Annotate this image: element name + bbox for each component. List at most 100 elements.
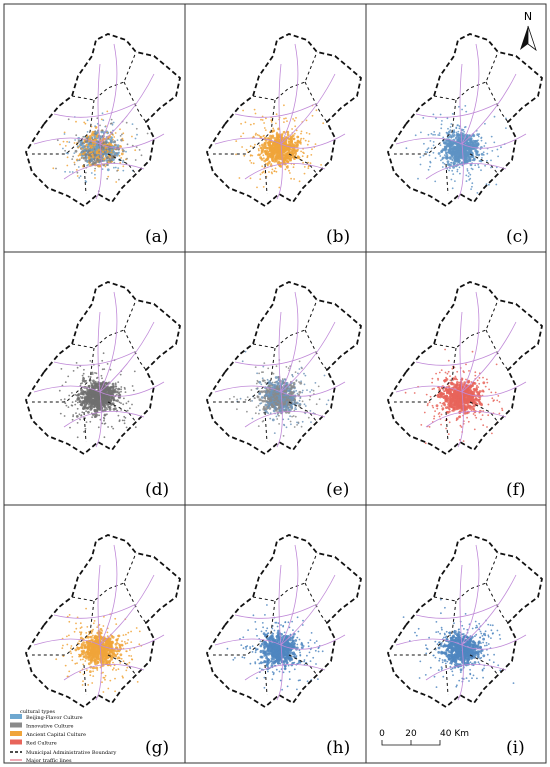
point [102,400,104,402]
point [83,397,86,400]
point [78,640,81,642]
point [292,152,295,155]
point [449,129,452,131]
point [102,141,105,144]
point [108,661,111,664]
point [146,132,149,135]
point [446,401,449,403]
point [86,160,88,163]
point [287,138,290,141]
point [128,661,131,664]
point [469,151,472,154]
point [314,143,317,146]
point [82,372,85,375]
point [92,138,94,141]
point [89,674,92,677]
point [96,117,99,120]
point [95,649,98,652]
point [296,424,298,426]
point [291,398,294,401]
point [106,662,108,664]
point [471,159,474,162]
point [300,130,303,133]
point [120,390,122,393]
point [484,122,486,125]
point [266,163,269,166]
point [256,395,259,398]
point [76,175,79,177]
point [467,399,470,401]
point [450,394,453,397]
point [454,180,456,183]
point [431,404,434,407]
point [260,118,262,121]
point [307,167,310,170]
point [133,370,136,373]
point [271,418,275,422]
point [112,141,115,144]
point [458,416,460,418]
point [71,656,74,658]
point [235,140,238,143]
point [471,185,473,188]
boundary [206,281,362,455]
point [467,394,470,397]
point [286,157,288,160]
point [450,164,453,166]
point [325,403,328,406]
point [441,402,444,405]
point [91,162,95,165]
point [302,137,305,140]
point [289,420,292,423]
point [84,151,86,154]
point [129,407,131,410]
point [269,397,272,400]
point [461,161,463,164]
point [76,646,79,648]
point [107,175,110,178]
point [254,366,257,368]
point [62,147,64,150]
point [111,149,113,152]
point [298,368,301,370]
point [457,136,460,139]
point [109,138,111,141]
point [271,160,274,163]
point [300,143,302,145]
point [274,167,277,170]
point [52,167,55,170]
point [455,158,458,161]
point [454,136,458,140]
point [258,412,260,415]
point [96,409,98,412]
point [466,416,468,419]
point [477,163,480,166]
point [82,680,84,683]
point [456,156,459,159]
point [98,397,101,399]
point [438,412,441,414]
point [122,403,125,406]
point [301,420,304,423]
point [67,406,70,408]
point [304,374,307,377]
point [107,138,110,140]
point [474,399,477,401]
point [300,425,303,428]
point [72,155,74,158]
point [484,164,486,167]
point [265,391,268,393]
point [423,142,425,145]
point [281,381,284,384]
point [129,649,131,651]
point [501,407,503,410]
point [262,154,265,157]
point [89,670,92,673]
point [298,180,301,183]
point [94,153,97,157]
boundary [387,281,543,455]
point [452,173,455,176]
point [291,386,294,389]
point [310,421,312,423]
point [300,141,302,144]
